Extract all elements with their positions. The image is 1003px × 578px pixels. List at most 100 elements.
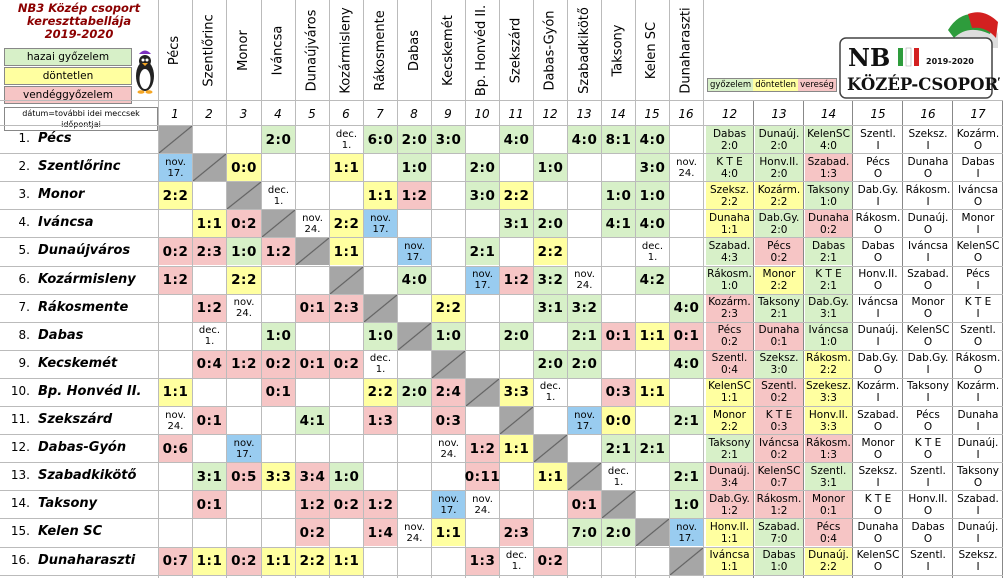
result-cell: 1:2	[193, 294, 226, 322]
mini-legend-draw: döntetlen	[753, 79, 799, 91]
result-cell	[262, 267, 295, 294]
schedule-cell: Monor 2:2	[706, 407, 753, 435]
result-cell	[670, 182, 703, 209]
result-cell: 2:2	[296, 547, 329, 575]
result-cell	[296, 435, 329, 462]
result-cell: 0:0	[602, 407, 635, 435]
schedule-cell: Szabad. O	[904, 267, 952, 294]
schedule-result: 4:0	[820, 139, 837, 152]
result-cell	[534, 182, 567, 209]
result-cell	[432, 548, 465, 575]
schedule-opponent: Kozárm.	[708, 296, 751, 309]
date-cell: nov. 17.	[159, 154, 192, 182]
result-cell	[602, 548, 635, 575]
schedule-cell: Dabas O	[904, 519, 952, 546]
result-cell: 4:0	[636, 210, 669, 238]
result-cell: 1:0	[398, 154, 431, 182]
schedule-cell: KelenSC O	[854, 548, 902, 575]
result-cell: 1:2	[227, 350, 261, 378]
schedule-opponent: Dunaha	[957, 408, 999, 421]
schedule-cell: Monor O	[904, 295, 952, 322]
result-cell: 4:0	[636, 126, 669, 154]
result-cell	[568, 210, 601, 237]
result-cell: 4:0	[398, 266, 431, 294]
row-number: 12.	[10, 440, 30, 455]
result-cell: 2:2	[227, 266, 261, 294]
schedule-result: 4:3	[721, 251, 738, 264]
schedule-cell: Szentl. I	[854, 126, 902, 153]
result-cell	[568, 435, 601, 462]
schedule-cell: Iváncsa I	[904, 238, 952, 265]
schedule-result: O	[923, 280, 933, 293]
result-cell	[432, 238, 465, 265]
result-cell: 1:1	[432, 519, 465, 547]
result-cell: 2:2	[432, 294, 465, 322]
schedule-opponent: Szabad.	[907, 268, 949, 281]
column-header-label: Kozármisleny	[338, 7, 354, 94]
schedule-result: I	[976, 167, 980, 180]
result-cell: 2:0	[500, 322, 533, 350]
schedule-opponent: Dunaha	[758, 324, 800, 337]
result-cell: 2:1	[670, 463, 703, 491]
schedule-cell: Kozárm. 2:3	[706, 294, 753, 322]
schedule-result: O	[873, 561, 883, 574]
result-cell	[466, 323, 499, 350]
result-cell	[534, 407, 567, 434]
column-header-label: Kecskemét	[440, 15, 456, 86]
result-cell	[500, 154, 533, 181]
result-cell: 1:0	[262, 322, 295, 350]
schedule-cell: KelenSC 4:0	[805, 126, 852, 154]
schedule-cell: Dunaúj. 3:4	[706, 463, 753, 491]
schedule-result: 2:2	[820, 561, 837, 574]
result-cell	[193, 379, 226, 406]
schedule-result: O	[923, 504, 933, 517]
schedule-result: 1:2	[721, 504, 738, 517]
schedule-opponent: Dunaha	[857, 520, 899, 533]
schedule-cell: Dunaúj. 2:2	[805, 547, 852, 575]
result-cell	[159, 351, 192, 378]
schedule-result: 0:2	[770, 392, 788, 405]
schedule-opponent: Iváncsa	[758, 436, 800, 449]
result-cell: 2:1	[636, 435, 669, 463]
schedule-cell: Dunaha 1:1	[706, 210, 753, 238]
schedule-opponent: KelenSC	[708, 380, 751, 393]
column-number: 1	[171, 107, 179, 121]
schedule-cell: Pécs 0:2	[755, 238, 803, 266]
schedule-result: 2:1	[820, 251, 837, 264]
column-header-label: Bp. Honvéd II.	[474, 4, 490, 97]
result-cell: 3:0	[432, 126, 465, 154]
result-cell: 2:0	[398, 126, 431, 154]
schedule-cell: Dabas 1:0	[755, 547, 803, 575]
schedule-opponent: Dunaha	[907, 155, 949, 168]
schedule-result: O	[923, 532, 933, 545]
schedule-opponent: Dunaúj.	[808, 549, 849, 562]
schedule-opponent: Szentl.	[711, 352, 748, 365]
schedule-cell: Iváncsa 1:0	[805, 322, 852, 350]
schedule-result: O	[973, 251, 983, 264]
column-number: 15	[870, 107, 886, 121]
team-name: Szentlőrinc	[38, 159, 121, 175]
diagonal-cell	[534, 435, 567, 463]
column-number: 14	[820, 107, 837, 121]
result-cell	[602, 238, 635, 265]
schedule-opponent: KelenSC	[906, 324, 950, 337]
column-number: 5	[308, 107, 316, 121]
date-cell: dec. 1.	[602, 463, 635, 490]
schedule-opponent: Monor	[961, 211, 995, 224]
grid-line	[533, 0, 534, 578]
result-cell: 1:1	[330, 547, 363, 575]
schedule-result: O	[873, 280, 883, 293]
result-cell	[330, 435, 363, 462]
schedule-result: 0:2	[721, 336, 738, 349]
result-cell	[466, 519, 499, 546]
schedule-cell: KelenSC 1:1	[706, 378, 753, 406]
schedule-cell: Szentl. 0:4	[706, 350, 753, 378]
column-header: Dabas-Gyón	[533, 3, 567, 98]
schedule-cell: Kozárm. O	[954, 126, 1002, 153]
result-cell: 3:2	[534, 266, 567, 294]
result-cell: 0:4	[193, 350, 226, 378]
grid-line	[0, 209, 1003, 211]
result-cell: 0:2	[296, 519, 329, 547]
result-cell	[500, 238, 533, 265]
